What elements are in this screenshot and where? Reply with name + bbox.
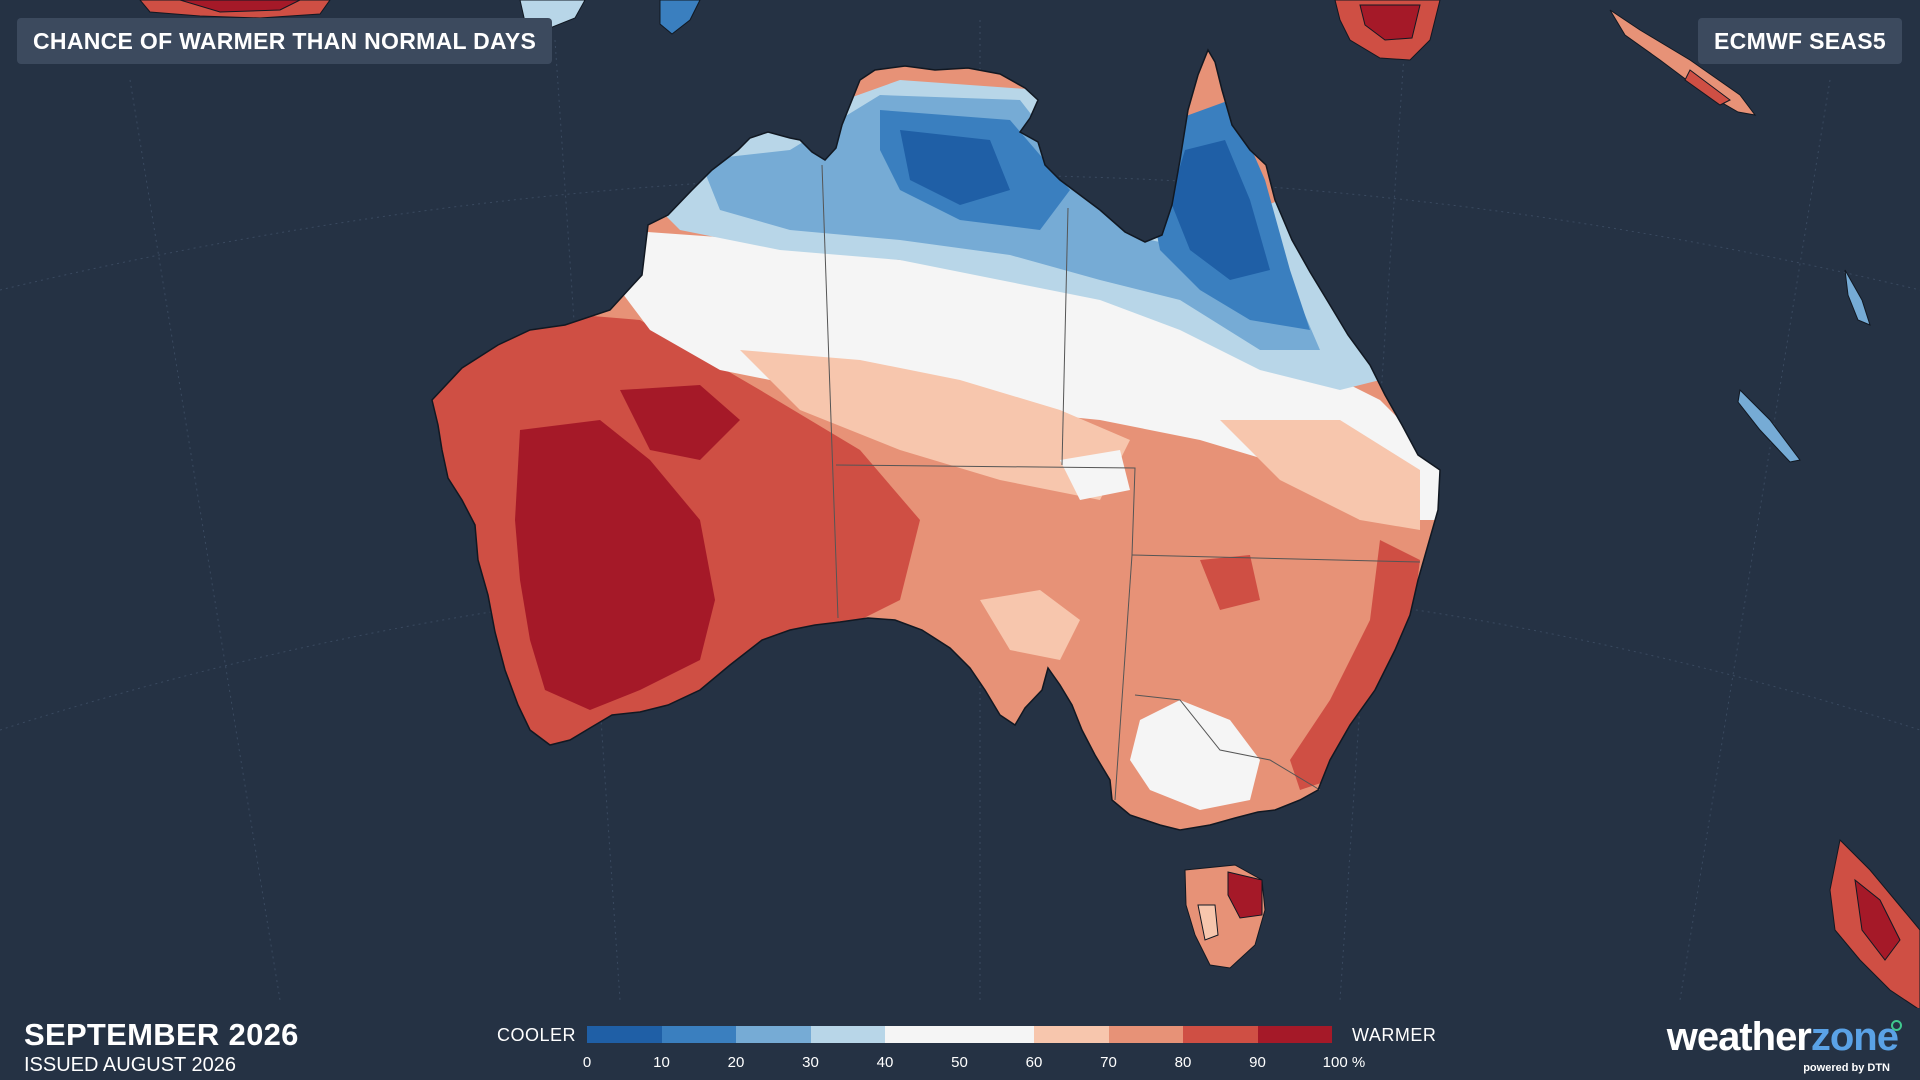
forecast-month: SEPTEMBER 2026 xyxy=(24,1017,299,1052)
australia-mainland xyxy=(431,48,1441,831)
legend-bin-60-70 xyxy=(1034,1026,1109,1043)
weatherzone-logo: weatherzone powered by DTN xyxy=(1648,1014,1902,1078)
legend-bin-40-50 xyxy=(885,1026,960,1043)
map-title-badge: CHANCE OF WARMER THAN NORMAL DAYS xyxy=(17,18,553,64)
legend-bin-20-30 xyxy=(736,1026,811,1043)
logo-tagline: powered by DTN xyxy=(1803,1062,1890,1074)
legend-tick: 80 xyxy=(1174,1054,1192,1071)
legend-tick: 30 xyxy=(802,1054,819,1071)
legend-bin-30-40 xyxy=(810,1026,885,1043)
legend-tick: 70 xyxy=(1100,1054,1117,1071)
footer-bar: SEPTEMBER 2026 ISSUED AUGUST 2026 COOLER… xyxy=(0,1008,1920,1080)
legend-warmer-label: WARMER xyxy=(1352,1025,1437,1045)
legend-tick: 20 xyxy=(727,1054,745,1071)
logo-dot-icon xyxy=(1891,1020,1902,1031)
legend-cooler-label: COOLER xyxy=(497,1025,577,1045)
legend-tick: 40 xyxy=(876,1054,894,1071)
legend-tick: 60 xyxy=(1025,1054,1043,1071)
legend-tick: 100 % xyxy=(1322,1054,1366,1071)
model-name-badge: ECMWF SEAS5 xyxy=(1698,18,1902,64)
legend-ticks: 0 10 20 30 40 50 60 70 80 90 100 % xyxy=(583,1054,1365,1074)
legend-tick: 0 xyxy=(582,1054,592,1071)
logo-word-part1: weather xyxy=(1666,1015,1812,1059)
logo-wordmark: weatherzone xyxy=(1666,1014,1899,1060)
legend-bin-90-100 xyxy=(1257,1026,1332,1043)
legend-tick: 50 xyxy=(951,1054,968,1071)
issued-date: ISSUED AUGUST 2026 xyxy=(24,1054,236,1076)
legend-colorbar xyxy=(587,1026,1332,1043)
legend-tick: 90 xyxy=(1249,1054,1266,1071)
legend-tick: 10 xyxy=(653,1054,670,1071)
logo-word-part2: zone xyxy=(1810,1015,1899,1059)
legend-bin-70-80 xyxy=(1108,1026,1183,1043)
legend-bin-0-10 xyxy=(587,1026,662,1043)
legend-bin-80-90 xyxy=(1183,1026,1258,1043)
legend-bin-10-20 xyxy=(661,1026,736,1043)
neighbouring-land xyxy=(139,0,1920,1011)
legend-bin-50-60 xyxy=(959,1026,1034,1043)
